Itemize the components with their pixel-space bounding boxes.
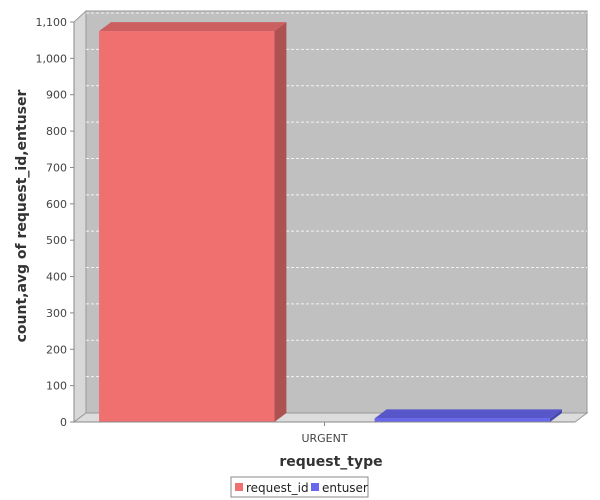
bar-front: [374, 418, 550, 422]
bar-top: [99, 22, 287, 32]
y-tick-label: 0: [60, 416, 67, 429]
legend-swatch-request-id: [235, 483, 243, 491]
y-tick-label: 1,000: [36, 52, 68, 65]
bar-entuser: [374, 409, 562, 422]
x-tick-label: URGENT: [301, 432, 347, 445]
bars: [99, 22, 562, 422]
bar-front: [99, 31, 275, 422]
y-tick-label: 500: [46, 234, 67, 247]
y-tick-label: 900: [46, 89, 67, 102]
y-tick-label: 1,100: [36, 16, 68, 29]
x-axis: URGENT: [74, 421, 575, 445]
y-tick-label: 200: [46, 343, 67, 356]
plot-left-wall: [73, 9, 87, 423]
bar-side: [274, 22, 287, 422]
x-axis-title: request_type: [279, 454, 382, 470]
y-tick-label: 800: [46, 125, 67, 138]
y-tick-label: 300: [46, 307, 67, 320]
y-axis: 0 100 200 300 400 500 600 700 800 900 1,000 1,100: [36, 16, 75, 429]
legend-swatch-entuser: [311, 483, 319, 491]
legend-label-entuser: entuser: [322, 481, 368, 495]
y-axis-title: count,avg of request_id,entuser: [14, 90, 30, 343]
y-tick-label: 100: [46, 380, 67, 393]
grid-lines: [86, 12, 587, 378]
bar-side: [549, 409, 562, 422]
legend: request_id entuser: [230, 476, 369, 498]
bar-top: [374, 409, 562, 419]
y-tick-label: 700: [46, 161, 67, 174]
y-tick-label: 600: [46, 198, 67, 211]
legend-box: [230, 476, 369, 498]
legend-label-request-id: request_id: [246, 481, 309, 495]
bar-request-id: [99, 22, 287, 422]
y-tick-label: 400: [46, 271, 67, 284]
